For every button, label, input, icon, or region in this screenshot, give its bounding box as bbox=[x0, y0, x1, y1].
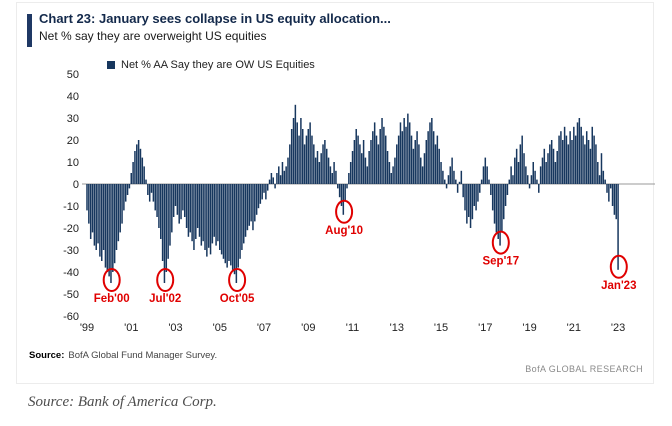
svg-text:'21: '21 bbox=[567, 322, 581, 334]
annotation-circle bbox=[335, 199, 354, 224]
svg-text:'09: '09 bbox=[301, 322, 315, 334]
svg-text:50: 50 bbox=[67, 69, 79, 81]
brand-mark: BofA GLOBAL RESEARCH bbox=[525, 364, 643, 374]
svg-text:10: 10 bbox=[67, 157, 79, 169]
svg-text:0: 0 bbox=[73, 179, 79, 191]
svg-text:'19: '19 bbox=[522, 322, 536, 334]
svg-text:'01: '01 bbox=[124, 322, 138, 334]
chart-legend: Net % AA Say they are OW US Equities bbox=[107, 59, 315, 71]
svg-text:-50: -50 bbox=[63, 289, 79, 301]
legend-label: Net % AA Say they are OW US Equities bbox=[121, 59, 315, 71]
svg-text:40: 40 bbox=[67, 91, 79, 103]
bars bbox=[86, 104, 619, 283]
svg-text:'15: '15 bbox=[434, 322, 448, 334]
svg-text:-10: -10 bbox=[63, 201, 79, 213]
annotation-label: Jan'23 bbox=[601, 280, 636, 292]
svg-text:'03: '03 bbox=[168, 322, 182, 334]
svg-text:-30: -30 bbox=[63, 245, 79, 257]
x-axis-labels: '99 '01 '03 '05 '07 '09 '11 '13 '15 '17 '19 '21 '23 bbox=[80, 322, 625, 334]
svg-text:'13: '13 bbox=[390, 322, 404, 334]
chart-subtitle: Net % say they are overweight US equitie… bbox=[39, 29, 267, 43]
svg-text:'11: '11 bbox=[346, 322, 360, 334]
chart-title: Chart 23: January sees collapse in US eq… bbox=[39, 11, 391, 26]
annotation-circle bbox=[102, 268, 121, 292]
svg-text:'05: '05 bbox=[213, 322, 227, 334]
svg-text:'07: '07 bbox=[257, 322, 271, 334]
svg-text:'17: '17 bbox=[478, 322, 492, 334]
svg-text:'99: '99 bbox=[80, 322, 94, 334]
svg-text:30: 30 bbox=[67, 113, 79, 125]
annotation-label: Feb'00 bbox=[94, 293, 130, 305]
annotations: Feb'00 Jul'02 Oct'05 Aug'10 Sep'17 Jan'23 bbox=[94, 199, 636, 305]
chart-card: Chart 23: January sees collapse in US eq… bbox=[16, 2, 655, 384]
y-axis-labels: 50 40 30 20 10 0 -10 -20 -30 -40 -50 -60 bbox=[63, 69, 79, 323]
annotation-label: Jul'02 bbox=[149, 293, 181, 305]
image-caption: Source: Bank of America Corp. bbox=[28, 394, 217, 410]
svg-text:-60: -60 bbox=[63, 311, 79, 323]
annotation-circle bbox=[609, 254, 628, 279]
source-text: BofA Global Fund Manager Survey. bbox=[68, 350, 218, 361]
annotation-label: Sep'17 bbox=[482, 256, 519, 268]
source-note: Source: BofA Global Fund Manager Survey. bbox=[29, 350, 217, 361]
annotation-circle bbox=[156, 268, 175, 292]
annotation-label: Oct'05 bbox=[220, 293, 255, 305]
svg-text:'23: '23 bbox=[611, 322, 625, 334]
svg-text:20: 20 bbox=[67, 135, 79, 147]
annotation-circle bbox=[491, 230, 510, 255]
title-accent-bar bbox=[27, 14, 32, 47]
svg-text:-40: -40 bbox=[63, 267, 79, 279]
annotation-label: Aug'10 bbox=[325, 225, 363, 237]
annotation-circle bbox=[228, 268, 247, 292]
bar-chart: 50 40 30 20 10 0 -10 -20 -30 -40 -50 -60'99 '01 '03 '0… bbox=[63, 69, 655, 334]
svg-text:-20: -20 bbox=[63, 223, 79, 235]
legend-swatch-icon bbox=[107, 61, 115, 69]
source-label: Source: bbox=[29, 350, 65, 361]
